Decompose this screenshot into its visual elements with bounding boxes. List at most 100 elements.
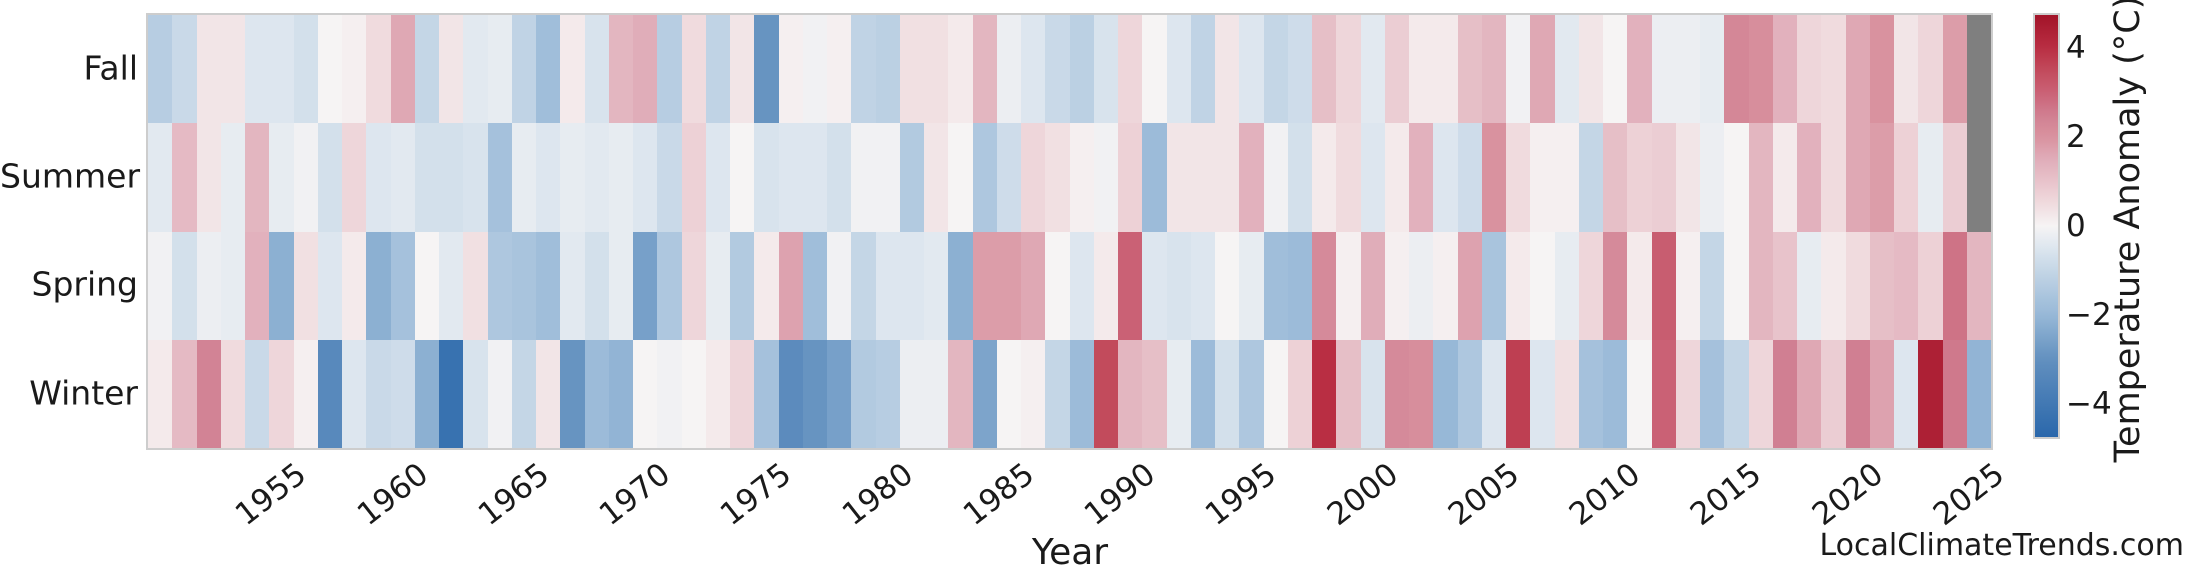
- heatmap-cell: [778, 123, 803, 232]
- heatmap-cell: [1651, 339, 1676, 448]
- heatmap-cell: [948, 15, 973, 124]
- heatmap-cell: [1894, 15, 1919, 124]
- heatmap-cell: [972, 15, 997, 124]
- heatmap-cell: [1069, 231, 1094, 340]
- heatmap-cell: [1433, 15, 1458, 124]
- heatmap-cell: [1263, 15, 1288, 124]
- heatmap-cell: [1312, 339, 1337, 448]
- heatmap-cell: [899, 339, 924, 448]
- heatmap-cell: [1457, 15, 1482, 124]
- heatmap-cell: [948, 123, 973, 232]
- heatmap-cell: [1651, 123, 1676, 232]
- heatmap-cell: [1506, 15, 1531, 124]
- heatmap-cell: [1627, 15, 1652, 124]
- heatmap-cell: [1845, 231, 1870, 340]
- heatmap-cell: [196, 123, 221, 232]
- heatmap-cell: [705, 123, 730, 232]
- heatmap-cell: [1748, 231, 1773, 340]
- heatmap-cell: [1506, 231, 1531, 340]
- heatmap-cell: [439, 15, 464, 124]
- heatmap-cell: [1966, 123, 1991, 232]
- heatmap-cell: [1724, 15, 1749, 124]
- heatmap-cell: [608, 339, 633, 448]
- heatmap-cell: [899, 15, 924, 124]
- heatmap-cell: [172, 339, 197, 448]
- heatmap-cell: [1821, 123, 1846, 232]
- heatmap-cell: [996, 15, 1021, 124]
- heatmap-cell: [1603, 231, 1628, 340]
- heatmap-cell: [1021, 339, 1046, 448]
- heatmap-cell: [1578, 231, 1603, 340]
- heatmap-cell: [1966, 339, 1991, 448]
- heatmap-cell: [560, 339, 585, 448]
- heatmap-cell: [1239, 339, 1264, 448]
- heatmap-cell: [1190, 339, 1215, 448]
- heatmap-cell: [1069, 339, 1094, 448]
- heatmap-cell: [1045, 231, 1070, 340]
- heatmap-cell: [584, 123, 609, 232]
- heatmap-cell: [1336, 339, 1361, 448]
- heatmap-cell: [1918, 231, 1943, 340]
- heatmap-cell: [778, 231, 803, 340]
- heatmap-cell: [948, 231, 973, 340]
- heatmap-cell: [657, 15, 682, 124]
- heatmap-cell: [1845, 339, 1870, 448]
- heatmap-cell: [633, 231, 658, 340]
- heatmap-cell: [1190, 123, 1215, 232]
- heatmap-cell: [536, 123, 561, 232]
- heatmap-cell: [366, 339, 391, 448]
- heatmap-cell: [342, 339, 367, 448]
- heatmap-cell: [802, 231, 827, 340]
- colorbar-gradient: [2033, 13, 2060, 439]
- heatmap-cell: [366, 15, 391, 124]
- heatmap-cell: [996, 231, 1021, 340]
- heatmap-cell: [875, 15, 900, 124]
- heatmap-cell: [705, 339, 730, 448]
- heatmap-cell: [899, 123, 924, 232]
- heatmap-cell: [875, 123, 900, 232]
- colorbar-tick-label: −2: [2066, 296, 2112, 333]
- colorbar-tick-label: 4: [2066, 30, 2086, 67]
- heatmap-cell: [463, 15, 488, 124]
- heatmap-cell: [172, 123, 197, 232]
- heatmap-cell: [1263, 339, 1288, 448]
- heatmap-cell: [996, 339, 1021, 448]
- heatmap-cell: [1821, 231, 1846, 340]
- heatmap-cell: [1869, 339, 1894, 448]
- heatmap-cell: [536, 15, 561, 124]
- heatmap-cell: [1481, 231, 1506, 340]
- heatmap-cell: [924, 15, 949, 124]
- heatmap-cell: [1093, 123, 1118, 232]
- heatmap-cell: [1506, 123, 1531, 232]
- heatmap-cell: [1530, 15, 1555, 124]
- x-tick-label: 2020: [1805, 456, 1890, 533]
- y-tick-label-summer: Summer: [0, 156, 141, 196]
- heatmap-cell: [1603, 123, 1628, 232]
- heatmap-cell: [1481, 123, 1506, 232]
- heatmap-cell: [1118, 123, 1143, 232]
- heatmap-cell: [414, 339, 439, 448]
- heatmap-cell: [1748, 123, 1773, 232]
- heatmap-cell: [1263, 123, 1288, 232]
- heatmap-cell: [463, 231, 488, 340]
- heatmap-cell: [414, 123, 439, 232]
- heatmap-cell: [463, 339, 488, 448]
- heatmap-cell: [657, 231, 682, 340]
- heatmap-cell: [802, 339, 827, 448]
- heatmap-cell: [1166, 15, 1191, 124]
- heatmap-cell: [1093, 15, 1118, 124]
- heatmap-cell: [754, 15, 779, 124]
- heatmap-cell: [245, 123, 270, 232]
- x-tick-label: 1985: [956, 456, 1042, 533]
- heatmap-cell: [1942, 231, 1967, 340]
- heatmap-cell: [1772, 339, 1797, 448]
- heatmap-cell: [1409, 339, 1434, 448]
- heatmap-cell: [1409, 123, 1434, 232]
- heatmap-cell: [827, 231, 852, 340]
- heatmap-cell: [1118, 231, 1143, 340]
- heatmap-cell: [608, 15, 633, 124]
- x-tick-label: 1990: [1077, 456, 1163, 533]
- heatmap-cell: [1263, 231, 1288, 340]
- heatmap-cell: [196, 231, 221, 340]
- heatmap-cell: [1069, 123, 1094, 232]
